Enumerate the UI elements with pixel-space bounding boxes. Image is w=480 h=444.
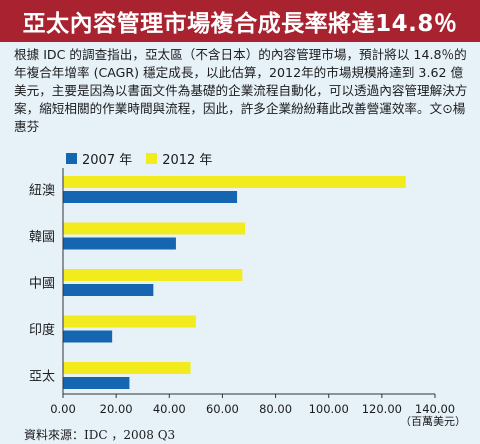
bar-2012-0: [63, 176, 406, 188]
legend-swatch-2012: [146, 153, 158, 164]
source-note: 資料來源：IDC ，2008 Q3: [24, 428, 176, 442]
category-label: 中國: [29, 277, 55, 292]
x-tick-label: 100.00: [309, 402, 349, 416]
legend-swatch-2007: [66, 153, 77, 164]
legend-label-2012: 2012 年: [162, 153, 213, 168]
legend-item-2012: 2012 年: [146, 149, 212, 168]
bar-2007-2: [63, 284, 154, 296]
bar-2007-1: [63, 237, 176, 250]
legend-label-2007: 2007 年: [82, 153, 133, 168]
x-tick-label: 120.00: [362, 402, 402, 416]
bar-2012-4: [63, 362, 191, 374]
bar-2012-2: [63, 269, 243, 281]
bar-2012-3: [63, 315, 196, 328]
category-label: 韓國: [29, 230, 55, 245]
x-tick-label: 20.00: [100, 402, 133, 416]
chart-legend: 2007 年 2012 年: [66, 149, 226, 168]
bar-2007-3: [63, 330, 113, 343]
x-tick-label: 140.00: [415, 402, 455, 416]
x-tick-label: 40.00: [153, 402, 186, 416]
x-tick-label: 0.00: [50, 402, 76, 416]
chart-title: 亞太內容管理市場複合成長率將達14.8％: [0, 0, 480, 42]
bar-2012-1: [63, 222, 246, 235]
bar-2007-4: [63, 377, 130, 389]
x-tick-label: 60.00: [206, 402, 239, 416]
x-tick-label: 80.00: [259, 402, 292, 416]
category-label: 亞太: [29, 370, 55, 385]
category-label: 紐澳: [29, 183, 55, 199]
unit-label: （百萬美元）: [400, 415, 466, 426]
bar-2007-0: [63, 191, 238, 203]
description-text: 根據 IDC 的調查指出，亞太區（不含日本）的內容管理市場，預計將以 14.8％…: [14, 47, 468, 134]
category-label: 印度: [29, 322, 55, 338]
legend-item-2007: 2007 年: [66, 149, 132, 168]
